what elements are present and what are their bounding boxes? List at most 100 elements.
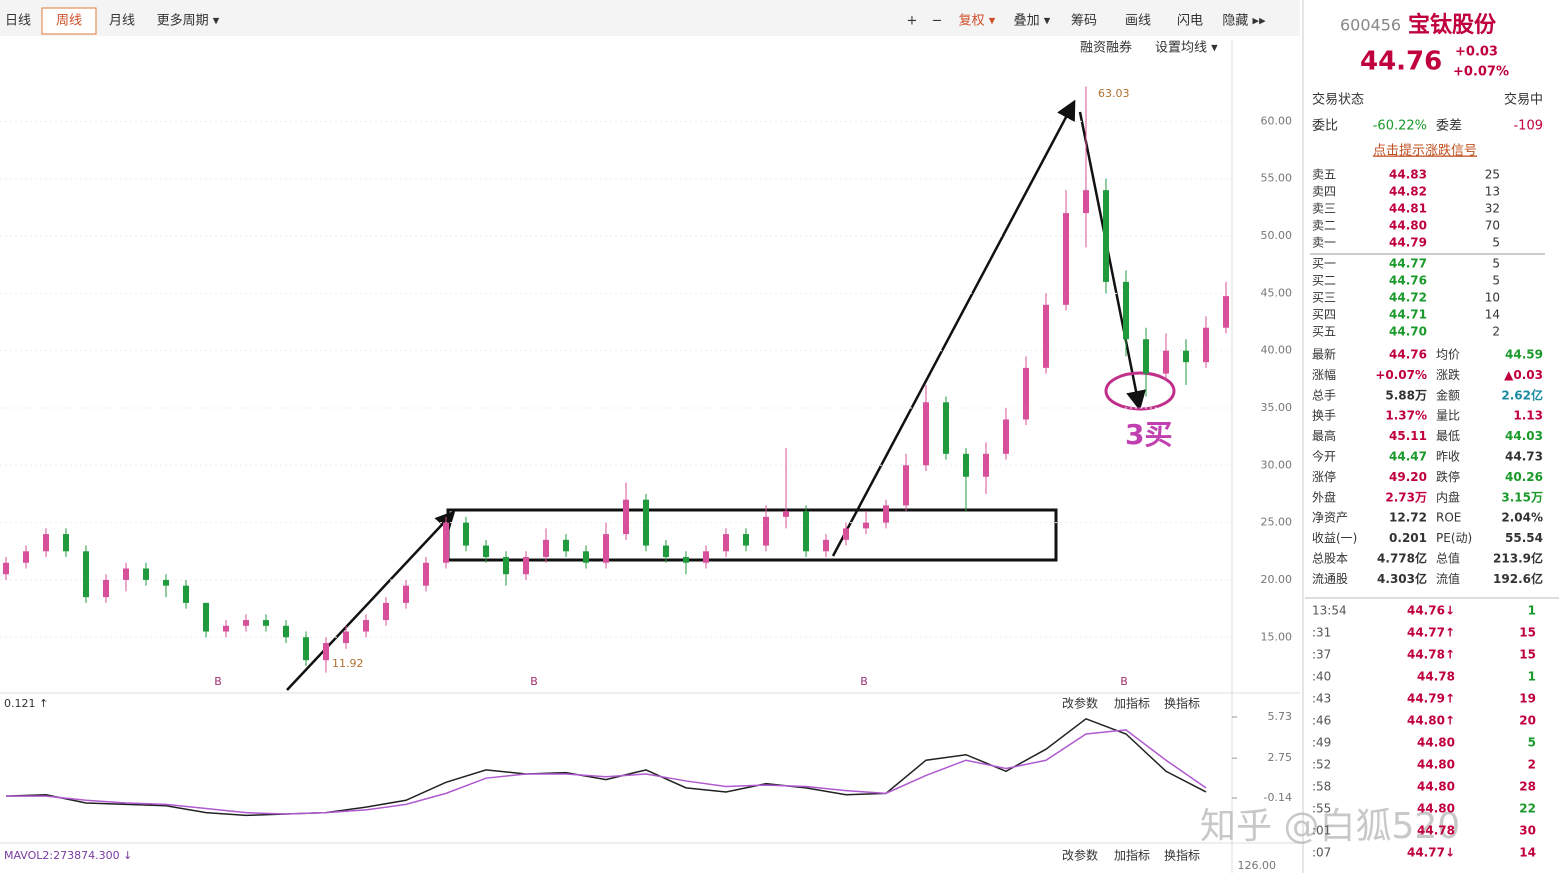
tick-time: :52 — [1312, 758, 1331, 772]
candle-body — [103, 579, 109, 598]
stock-code: 600456 — [1340, 16, 1401, 35]
period-tab[interactable]: 周线 — [56, 14, 82, 29]
stat-value: 44.73 — [1505, 450, 1543, 464]
book-volume: 70 — [1485, 219, 1500, 233]
tick-time: :49 — [1312, 736, 1331, 750]
period-tab[interactable]: 日线 — [5, 14, 31, 29]
tick-time: :31 — [1312, 626, 1331, 640]
macd-header: 0.121 ↑ — [4, 697, 48, 710]
tool-button[interactable]: 画线 — [1125, 14, 1151, 29]
indicator-button[interactable]: 换指标 — [1164, 848, 1200, 863]
candle-body — [503, 557, 509, 575]
tick-volume: 30 — [1519, 824, 1536, 838]
tool-button[interactable]: 筹码 — [1071, 13, 1097, 29]
candle-body — [243, 620, 249, 626]
period-tab[interactable]: 月线 — [109, 14, 135, 29]
candle-body — [623, 499, 629, 535]
candle-body — [143, 568, 149, 580]
tick-time: :55 — [1312, 802, 1331, 816]
book-price: 44.76 — [1389, 274, 1427, 288]
candle-body — [803, 511, 809, 552]
stat-label: 总股本 — [1312, 552, 1348, 566]
tick-time: :07 — [1312, 846, 1331, 860]
tick-time: :01 — [1312, 824, 1331, 838]
value: -60.22% — [1373, 119, 1427, 134]
link[interactable]: 设置均线 ▾ — [1155, 41, 1218, 56]
book-price: 44.77 — [1389, 257, 1427, 271]
indicator-button[interactable]: 改参数 — [1062, 696, 1098, 711]
stat-value: 4.778亿 — [1377, 551, 1427, 566]
candle-body — [43, 534, 49, 552]
high-label: 63.03 — [1098, 87, 1130, 100]
candle-body — [483, 545, 489, 558]
macd-line — [5, 717, 1207, 817]
stat-value: 55.54 — [1505, 531, 1543, 545]
tool-button[interactable]: − — [932, 14, 943, 29]
period-marker: B — [214, 675, 222, 688]
stat-label: 外盘 — [1312, 489, 1336, 504]
price-pct: +0.07% — [1453, 65, 1509, 80]
book-label: 卖四 — [1312, 185, 1336, 199]
candle-body — [1203, 327, 1209, 363]
tick-price: 44.80↑ — [1407, 714, 1455, 728]
candle-body — [1143, 339, 1149, 374]
tool-button[interactable]: 复权 ▾ — [959, 13, 996, 29]
period-tab[interactable]: 更多周期 ▾ — [157, 13, 220, 29]
y-tick-label: 2.75 — [1268, 751, 1293, 764]
book-label: 买一 — [1312, 257, 1336, 271]
link[interactable]: 融资融券 — [1080, 40, 1132, 56]
candle-body — [1043, 304, 1049, 368]
candle-body — [1183, 350, 1189, 363]
tick-price: 44.80 — [1417, 780, 1455, 794]
tick-time: :46 — [1312, 714, 1331, 728]
tick-time: :40 — [1312, 670, 1331, 684]
candle-body — [583, 551, 589, 563]
stock-name: 宝钛股份 — [1408, 12, 1497, 38]
book-price: 44.79 — [1389, 236, 1427, 250]
indicator-button[interactable]: 加指标 — [1114, 848, 1150, 863]
stat-label: 金额 — [1436, 387, 1460, 402]
stat-label: 内盘 — [1436, 489, 1460, 504]
stat-label: 换手 — [1312, 409, 1336, 423]
tool-button[interactable]: 叠加 ▾ — [1014, 14, 1051, 29]
candle-body — [603, 534, 609, 563]
label: 委差 — [1436, 119, 1462, 134]
tick-time: :37 — [1312, 648, 1331, 662]
stat-label: 最高 — [1312, 428, 1336, 443]
macd-line — [6, 729, 1207, 815]
candle-body — [1023, 367, 1029, 420]
stat-value: 12.72 — [1389, 511, 1427, 525]
period-marker: B — [530, 675, 538, 688]
book-volume: 25 — [1485, 168, 1500, 182]
stat-value: 0.201 — [1389, 531, 1427, 545]
value: 交易中 — [1504, 92, 1543, 108]
tick-volume: 2 — [1528, 758, 1536, 772]
stat-value: 44.03 — [1505, 429, 1543, 443]
book-volume: 5 — [1492, 274, 1500, 288]
book-price: 44.71 — [1389, 308, 1427, 322]
tick-volume: 22 — [1519, 802, 1536, 816]
volume-tick: 126.00 — [1238, 859, 1277, 872]
y-tick-label: 5.73 — [1268, 710, 1293, 723]
tool-button[interactable]: + — [907, 14, 918, 29]
label: 交易状态 — [1312, 92, 1364, 108]
indicator-button[interactable]: 换指标 — [1164, 696, 1200, 711]
y-tick-label: 30.00 — [1261, 458, 1293, 471]
candle-body — [1063, 213, 1069, 305]
tool-button[interactable]: 闪电 — [1177, 14, 1203, 29]
candle-body — [1083, 190, 1089, 214]
candle-body — [663, 545, 669, 558]
stat-label: 今开 — [1312, 449, 1336, 464]
stat-value: 44.47 — [1389, 450, 1427, 464]
tick-volume: 5 — [1528, 736, 1536, 750]
signal-link[interactable]: 点击提示涨跌信号 — [1373, 143, 1477, 159]
candle-body — [263, 620, 269, 626]
tick-volume: 15 — [1519, 648, 1536, 662]
indicator-button[interactable]: 加指标 — [1114, 696, 1150, 711]
label: 委比 — [1312, 119, 1338, 134]
stat-label: 涨跌 — [1436, 367, 1460, 382]
stat-value: 2.04% — [1501, 511, 1543, 525]
tool-button[interactable]: 隐藏 ▸▸ — [1222, 14, 1266, 29]
indicator-button[interactable]: 改参数 — [1062, 848, 1098, 863]
